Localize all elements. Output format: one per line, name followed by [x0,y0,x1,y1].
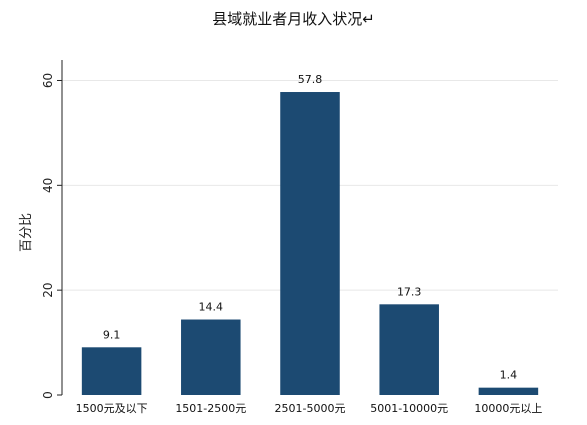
category-label: 2501-5000元 [275,402,346,415]
data-label: 9.1 [103,328,121,341]
y-tick-label: 40 [41,178,55,193]
data-label: 17.3 [397,285,422,298]
labels: 0 20 40 60 9.1 1500元及以下 14.4 1501-2500元 57.8 2501… [41,73,542,415]
bar [478,387,539,395]
category-label: 10000元以上 [474,402,542,415]
category-label: 5001-10000元 [370,402,448,415]
y-tick-label: 20 [41,283,55,298]
bar [181,319,241,395]
data-label: 14.4 [199,301,224,314]
axes [57,60,63,396]
category-label: 1501-2500元 [175,402,246,415]
y-tick-label: 0 [41,391,55,399]
bar [379,304,439,395]
data-label: 57.8 [298,73,323,86]
data-label: 1.4 [500,369,518,382]
y-axis-title: 百分比 [19,213,34,252]
category-label: 1500元及以下 [76,402,148,415]
y-tick-label: 60 [41,73,55,88]
bars [81,92,539,396]
chart-title: 县域就业者月收入状况↵ [212,10,375,28]
bar [280,92,340,396]
bar [81,347,142,395]
